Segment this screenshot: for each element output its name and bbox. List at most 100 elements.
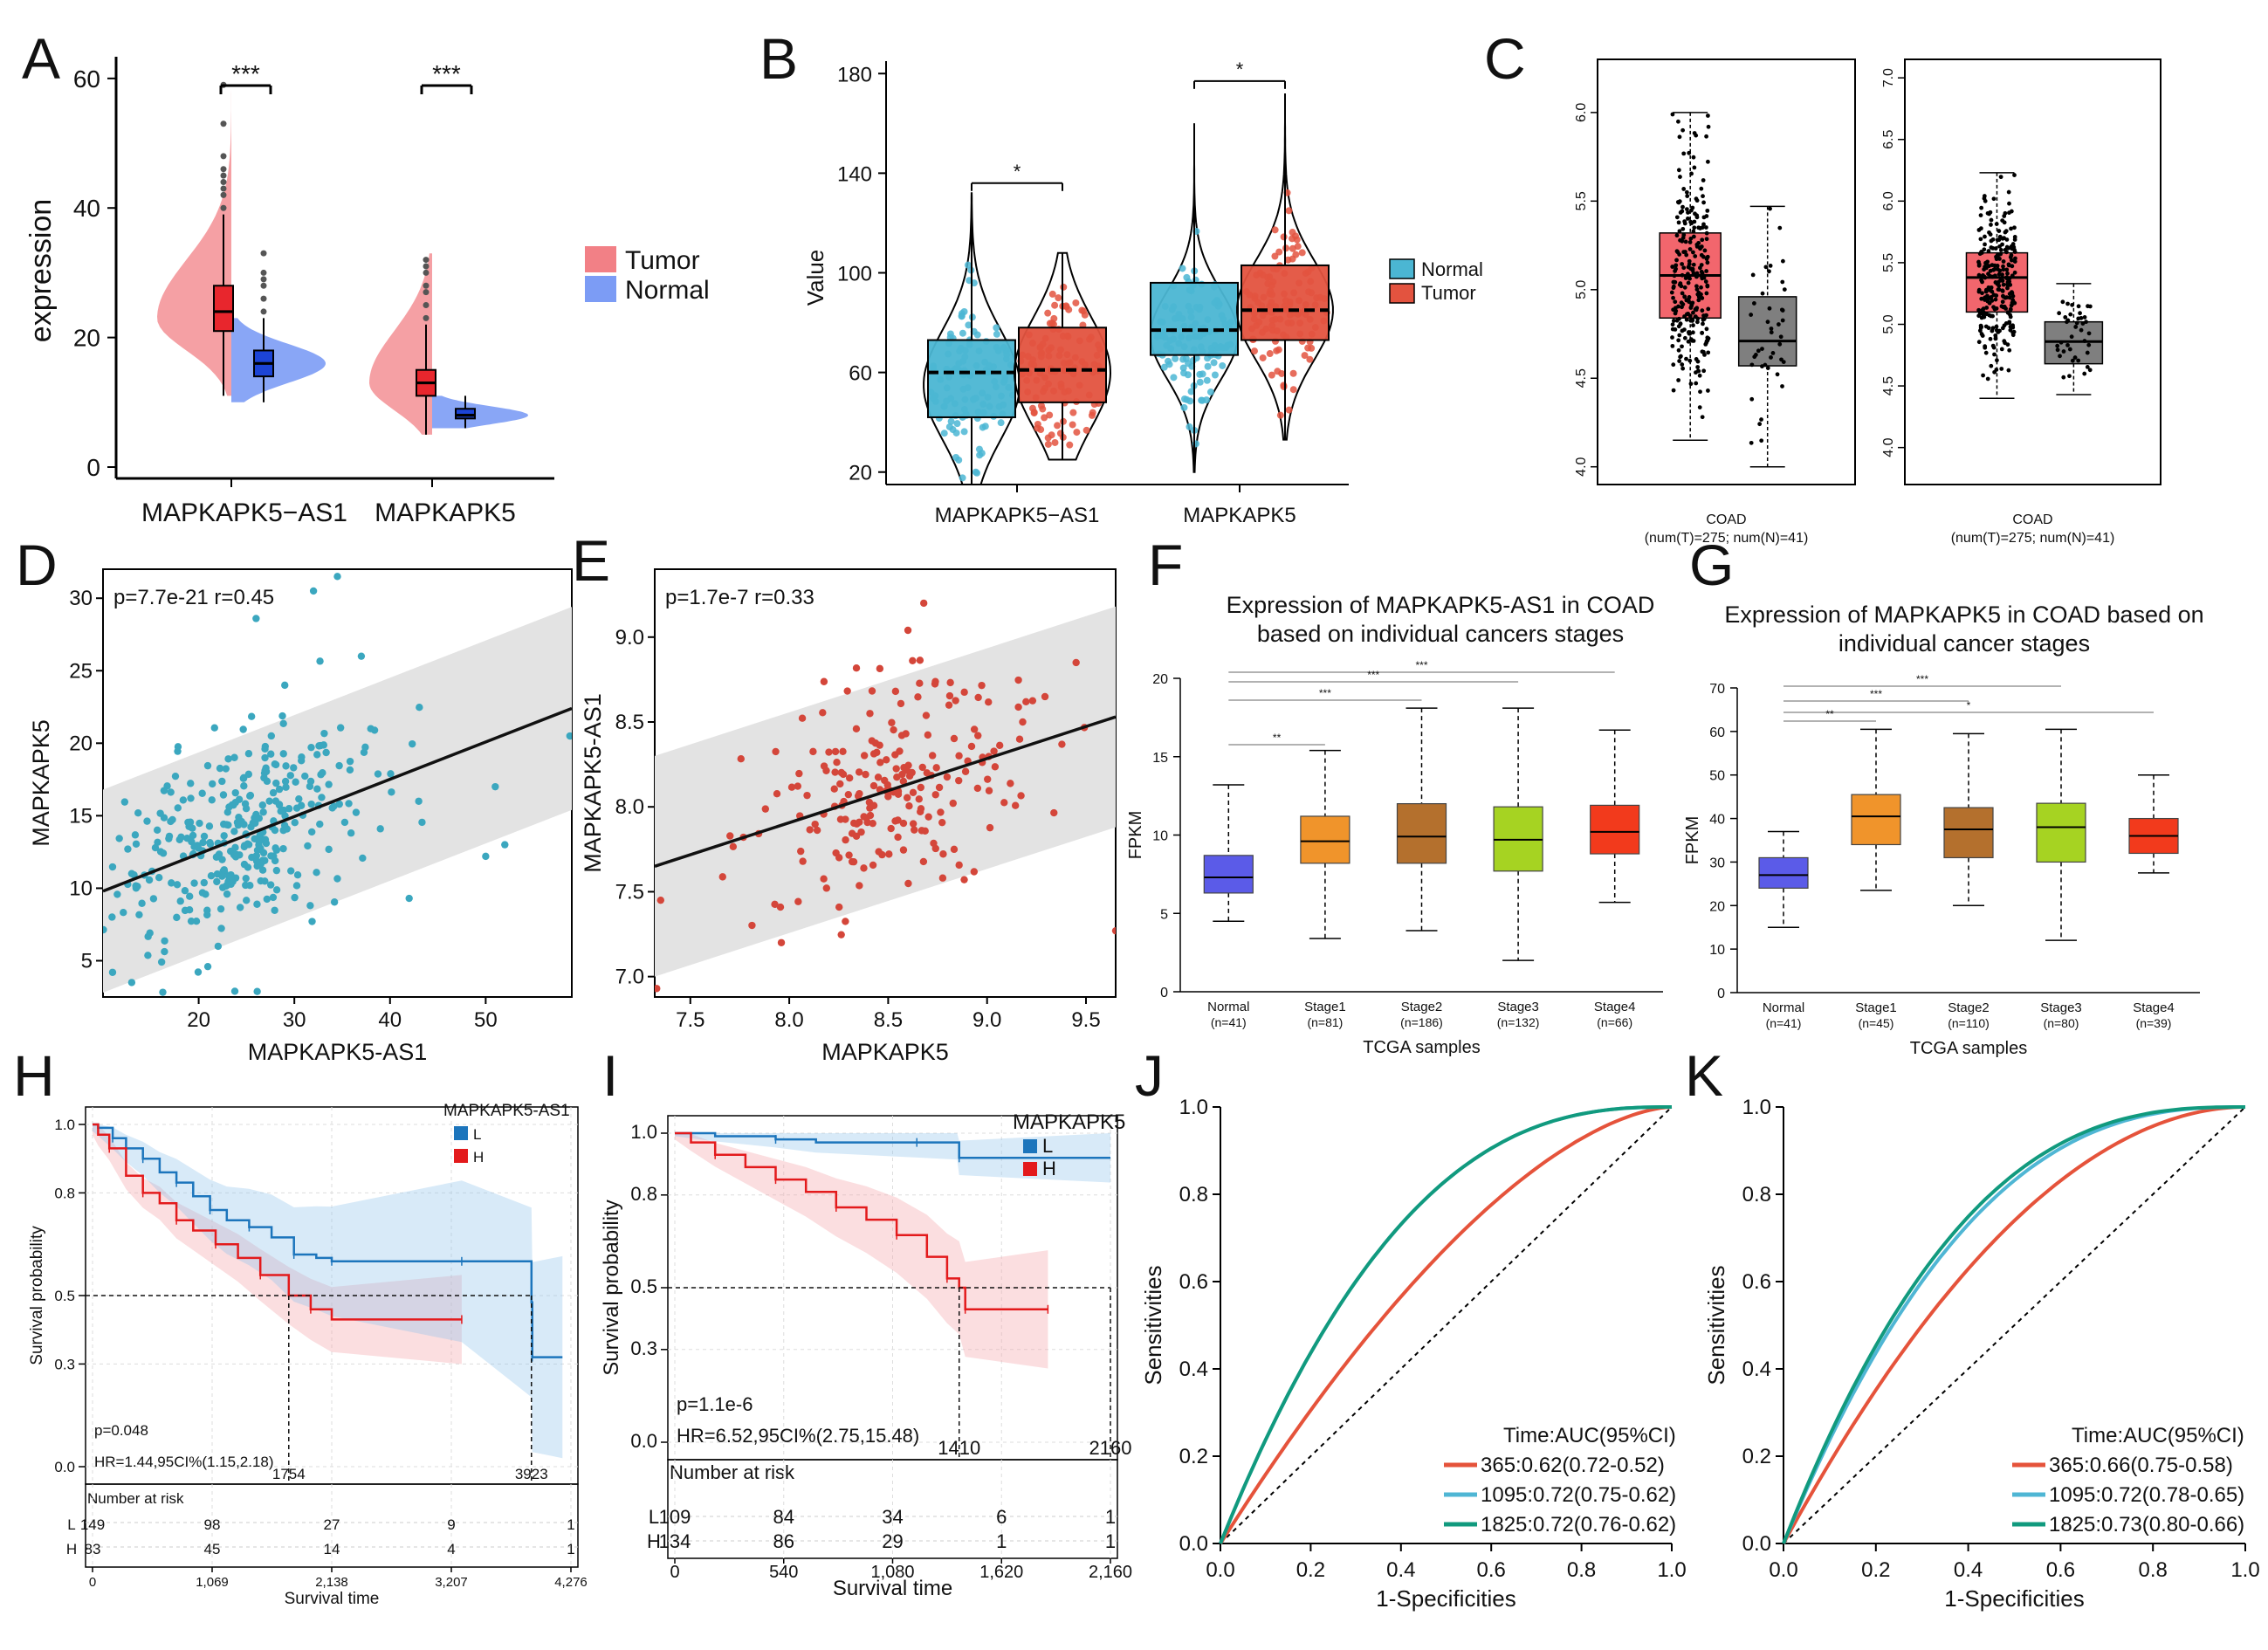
risk-count-l: 84 (773, 1506, 794, 1528)
y-tick-label: 0.2 (1179, 1445, 1208, 1468)
y-axis-label: expression (24, 199, 58, 342)
scatter-point (200, 878, 209, 887)
scatter-point (878, 850, 886, 859)
scatter-point (220, 866, 228, 874)
jitter-point (1673, 306, 1678, 311)
confidence-band-h (675, 1133, 1048, 1369)
jitter-point (1704, 291, 1709, 296)
scatter-point (138, 899, 146, 907)
jitter-point (1749, 362, 1755, 368)
y-tick-label: 0 (1717, 987, 1725, 1001)
jitter-point (1699, 285, 1703, 290)
legend-label: Tumor (1421, 282, 1476, 304)
scatter-point (831, 768, 839, 776)
jitter-point (1684, 356, 1688, 361)
regression-line (102, 706, 573, 893)
jitter-point (1757, 422, 1763, 427)
outlier-point (260, 295, 267, 302)
jitter-point (1172, 354, 1179, 362)
x-tick-label: 0.4 (1386, 1558, 1415, 1582)
scatter-point (282, 783, 290, 791)
y-tick-label: 1.0 (1742, 1096, 1771, 1119)
jitter-point (1704, 257, 1709, 261)
jitter-point (2080, 321, 2086, 326)
jitter-point (1680, 362, 1685, 367)
jitter-point (1704, 237, 1709, 242)
scatter-point (225, 803, 233, 811)
jitter-point (993, 324, 1000, 332)
panel-letters: A B C D E F G H I J K (13, 26, 1734, 1108)
jitter-point (2007, 320, 2012, 326)
jitter-point (1680, 344, 1684, 349)
significance-label: ** (1825, 708, 1834, 720)
jitter-point (1692, 165, 1697, 170)
scatter-point (335, 800, 343, 808)
legend-swatch-normal (585, 276, 616, 302)
jitter-point (1697, 373, 1702, 378)
y-tick-label: 20 (73, 325, 100, 352)
scatter-point (909, 657, 917, 664)
legend-title: MAPKAPK5-AS1 (443, 1102, 570, 1120)
x-tick-label: 1,080 (870, 1563, 914, 1582)
jitter-point (1994, 324, 1999, 329)
jitter-point (1044, 309, 1052, 317)
jitter-point (1982, 247, 1987, 252)
y-tick-label: 60 (1709, 725, 1725, 740)
scatter-point (286, 772, 294, 780)
x-tick-label: 1.0 (2230, 1558, 2259, 1582)
scatter-point (269, 893, 278, 902)
jitter-point (1678, 175, 1682, 179)
jitter-point (2001, 264, 2005, 269)
scatter-point (214, 942, 223, 951)
jitter-point (2070, 302, 2075, 307)
jitter-point (1991, 345, 1997, 350)
scatter-point (159, 988, 167, 996)
x-axis-label: TCGA samples (1363, 1038, 1480, 1057)
jitter-point (1700, 276, 1705, 281)
scatter-point (822, 884, 830, 892)
jitter-point (1991, 267, 1996, 272)
scatter-point (242, 881, 250, 890)
scatter-point (909, 788, 918, 797)
legend-title: Time:AUC(95%CI) (2072, 1424, 2244, 1447)
scatter-point (820, 762, 828, 770)
jitter-point (1211, 371, 1219, 379)
outlier-point (220, 204, 227, 211)
scatter-point (292, 778, 299, 786)
scatter-point (409, 739, 416, 748)
chart-title-line1: Expression of MAPKAPK5 in COAD based on (1724, 602, 2203, 628)
jitter-point (1671, 319, 1676, 323)
jitter-point (1278, 369, 1286, 377)
outlier-point (220, 185, 227, 192)
scatter-point (187, 917, 196, 925)
survival-curve-l (675, 1131, 1110, 1159)
scatter-point (251, 814, 258, 822)
scatter-point (290, 764, 298, 772)
jitter-point (1983, 324, 1989, 329)
jitter-point (1680, 366, 1686, 371)
scatter-point (950, 845, 959, 854)
jitter-point (1976, 307, 1982, 313)
scatter-point (174, 743, 182, 751)
scatter-point (849, 819, 858, 828)
panel-b: 20 60 100 140 180 Value MAPKAPK5−AS1 MAPKAPK5 * *… (802, 58, 1483, 527)
jitter-point (1676, 378, 1681, 382)
scatter-point (843, 687, 851, 695)
scatter-point (224, 821, 232, 829)
scatter-point (156, 809, 164, 817)
scatter-point (340, 818, 349, 827)
x-tick-label: Stage2 (1401, 1000, 1443, 1014)
jitter-point (2001, 267, 2006, 272)
jitter-point (1691, 229, 1696, 234)
jitter-point (2010, 301, 2015, 306)
box-normal-box (455, 408, 476, 420)
jitter-point (1687, 258, 1692, 264)
scatter-point (945, 701, 953, 709)
stat-annotation: p=7.7e-21 r=0.45 (113, 586, 274, 609)
jitter-point (1704, 225, 1708, 230)
jitter-point (2057, 311, 2062, 316)
scatter-point (157, 958, 166, 966)
scatter-point (918, 763, 926, 772)
jitter-point (1777, 322, 1781, 327)
